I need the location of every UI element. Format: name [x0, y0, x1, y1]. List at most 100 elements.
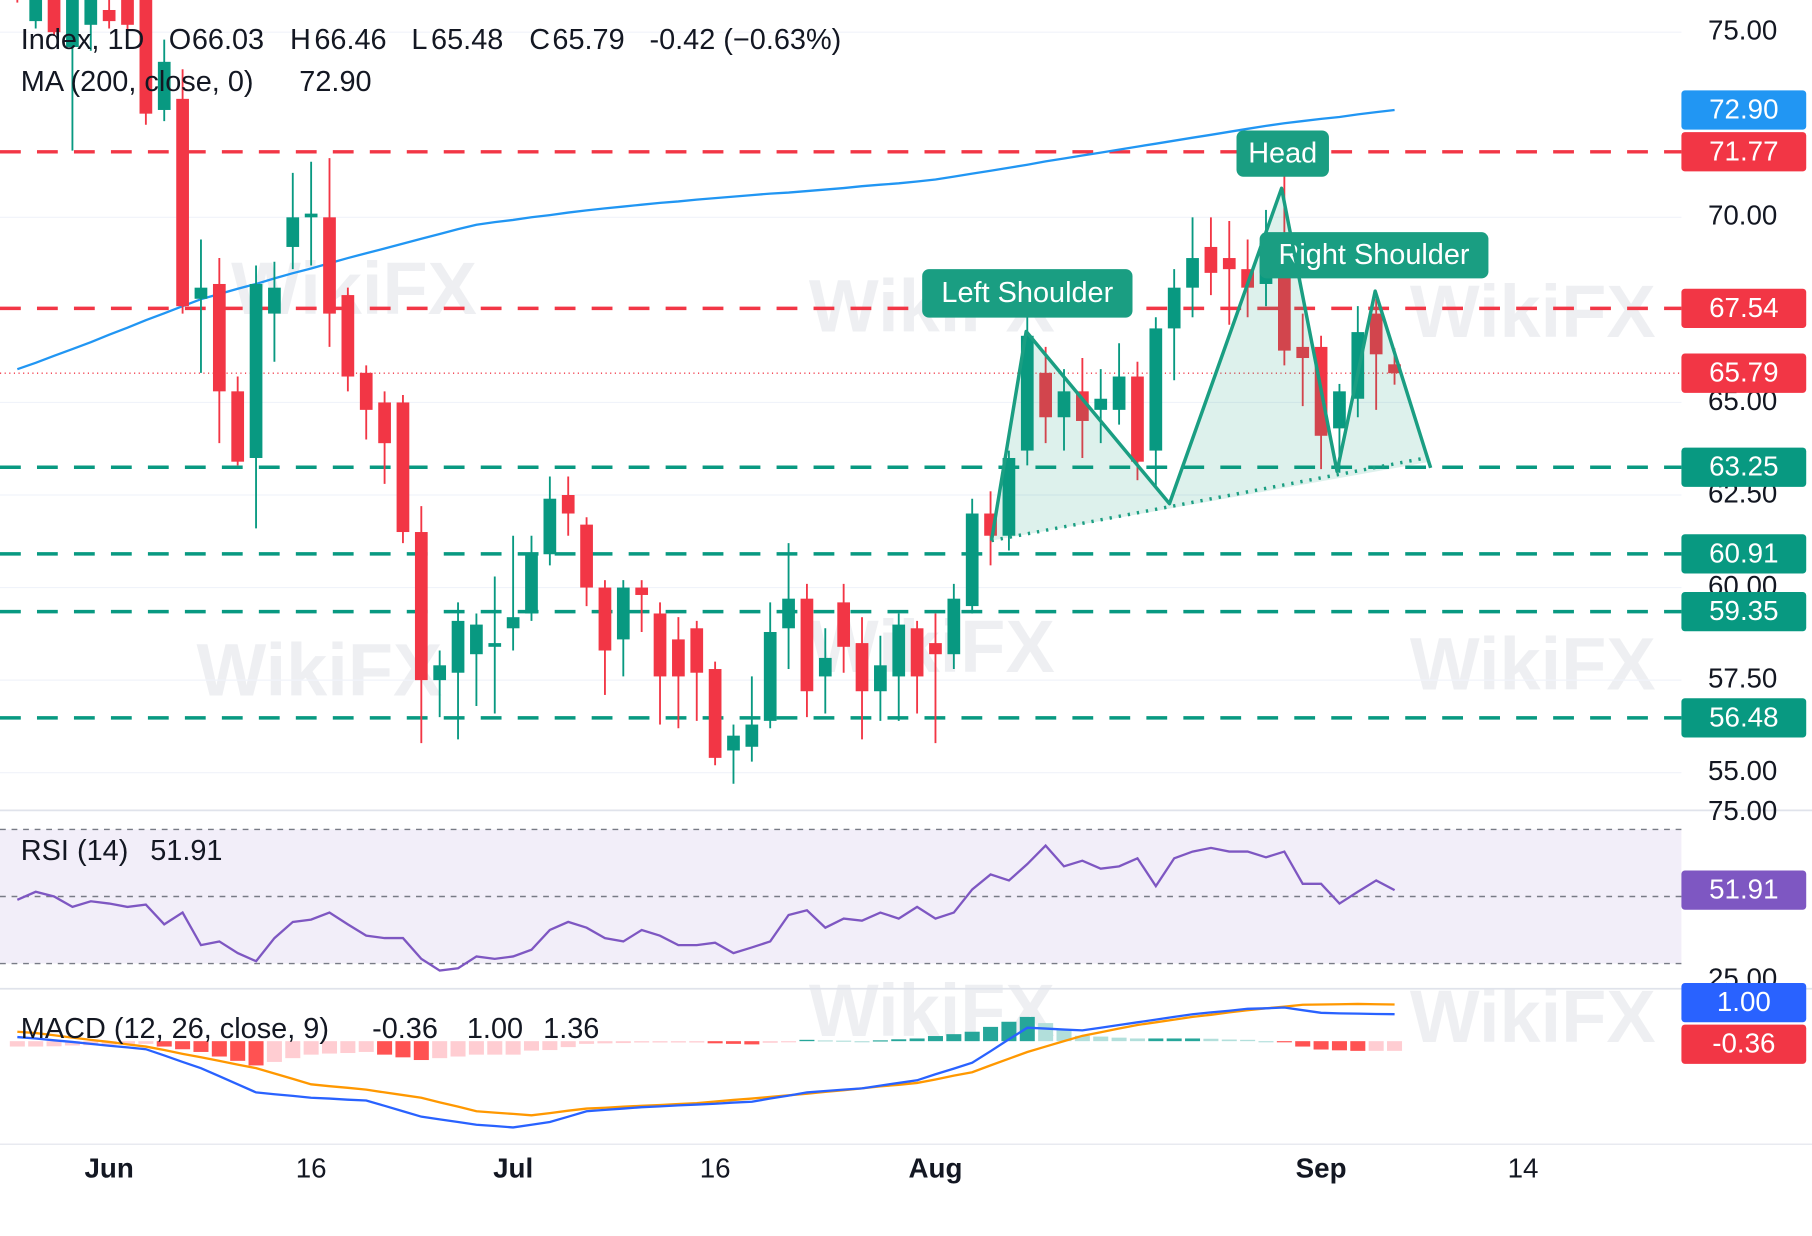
candle-body [763, 631, 777, 721]
histogram-bar [377, 1041, 393, 1055]
histogram-bar [46, 1041, 62, 1047]
candle-body [672, 639, 685, 677]
histogram-bar [468, 1041, 484, 1055]
histogram-bar [1240, 1039, 1256, 1042]
x-tick-label: Jul [493, 1152, 533, 1183]
candle-body [561, 495, 575, 514]
histogram-bar [634, 1041, 650, 1043]
annotation: Left Shoulder [941, 277, 1113, 309]
candle-body [341, 295, 355, 377]
histogram-bar [1166, 1038, 1182, 1042]
histogram-bar [321, 1041, 338, 1054]
histogram-bar [1185, 1038, 1201, 1042]
price-badge [1681, 983, 1807, 1023]
histogram-bar [946, 1034, 962, 1042]
rsi-value: 51.91 [150, 835, 222, 867]
x-tick-label: Sep [1296, 1152, 1347, 1183]
candle-body [690, 628, 704, 673]
price-badge [1681, 870, 1807, 910]
candle-body [1186, 258, 1199, 288]
candle-body [892, 624, 906, 677]
price-badge-label: 65.79 [1709, 357, 1778, 388]
price-badge-label: 60.91 [1709, 537, 1778, 568]
candle-body [947, 598, 961, 655]
candle-body [396, 402, 410, 533]
rsi-line [16, 843, 1396, 972]
histogram-bar [762, 1041, 778, 1043]
candle-body [1057, 391, 1071, 418]
histogram-bar [542, 1041, 558, 1051]
candle-body [1020, 335, 1034, 451]
candles [16, 0, 1401, 784]
signal-line [17, 1002, 1395, 1117]
candle-body [359, 372, 373, 410]
watermark: WikiFX [196, 628, 442, 711]
histogram-bar [358, 1041, 374, 1052]
histogram-bar [927, 1036, 943, 1042]
ohlc-label: H [290, 24, 311, 56]
signal-value: 1.36 [543, 1013, 599, 1045]
pattern-line [989, 186, 1433, 541]
histogram-bar [505, 1041, 521, 1055]
candle-body [470, 624, 483, 655]
pattern-fill [991, 188, 1429, 541]
price-badge [1681, 132, 1807, 172]
histogram-value: -0.36 [372, 1013, 438, 1045]
candle-body [212, 283, 226, 392]
candle-body [121, 0, 134, 25]
histogram-bar [1387, 1041, 1403, 1051]
histogram-bar [119, 1041, 136, 1045]
candle-body [66, 0, 79, 48]
candle-body [433, 665, 447, 681]
histogram-bar [413, 1041, 429, 1061]
histogram-bar [303, 1041, 319, 1055]
macd-name: MACD (12, 26, close, 9) [21, 1013, 329, 1045]
watermark: WikiFX [1410, 623, 1656, 706]
price-badge-label: 51.91 [1709, 874, 1778, 905]
ohlc-value: 66.03 [192, 24, 264, 56]
candle-body [929, 643, 942, 655]
candle-body [323, 217, 336, 314]
histogram-bar [1276, 1041, 1292, 1043]
price-badge-label: 56.48 [1709, 701, 1778, 732]
histogram-bar [28, 1041, 44, 1047]
x-tick-label: 16 [700, 1152, 731, 1183]
candle-body [1222, 258, 1236, 270]
candle-body [1039, 372, 1053, 418]
candle-body [1094, 398, 1108, 410]
histogram-bar [64, 1041, 80, 1046]
histogram-bar [744, 1041, 760, 1045]
histogram-bar [1148, 1038, 1164, 1042]
ma-value: 72.90 [299, 66, 371, 98]
price-badge [1681, 591, 1807, 632]
candle-body [84, 0, 98, 25]
price-badge-label: 59.35 [1709, 595, 1778, 626]
histogram-bar [1111, 1037, 1127, 1042]
histogram-bar [670, 1041, 686, 1043]
histogram-bar [799, 1039, 815, 1042]
histogram-bar [432, 1041, 448, 1059]
histogram-bar [615, 1041, 631, 1044]
candle-body [543, 498, 557, 555]
histogram-bar [891, 1039, 907, 1042]
y-tick-label: 57.50 [1708, 662, 1777, 693]
histogram-bar [450, 1041, 466, 1057]
histogram-bar [1331, 1041, 1347, 1051]
candle-body [304, 213, 318, 218]
axes: 75.0070.0065.0062.5060.0057.5055.0072.90… [85, 15, 1807, 1183]
histogram-bar [248, 1041, 264, 1066]
candle-body [598, 587, 612, 651]
candle-body [727, 735, 740, 751]
histogram-bar [285, 1041, 301, 1059]
histogram-bar [1074, 1035, 1090, 1042]
histogram-bar [1313, 1041, 1329, 1050]
histogram-bar [1258, 1041, 1274, 1043]
candle-body [249, 283, 263, 458]
histogram-bar [560, 1041, 576, 1048]
candle-body [580, 524, 593, 588]
annotation-box [1259, 232, 1489, 279]
y-tick-label: 70.00 [1708, 200, 1777, 231]
candle-body [708, 669, 722, 758]
